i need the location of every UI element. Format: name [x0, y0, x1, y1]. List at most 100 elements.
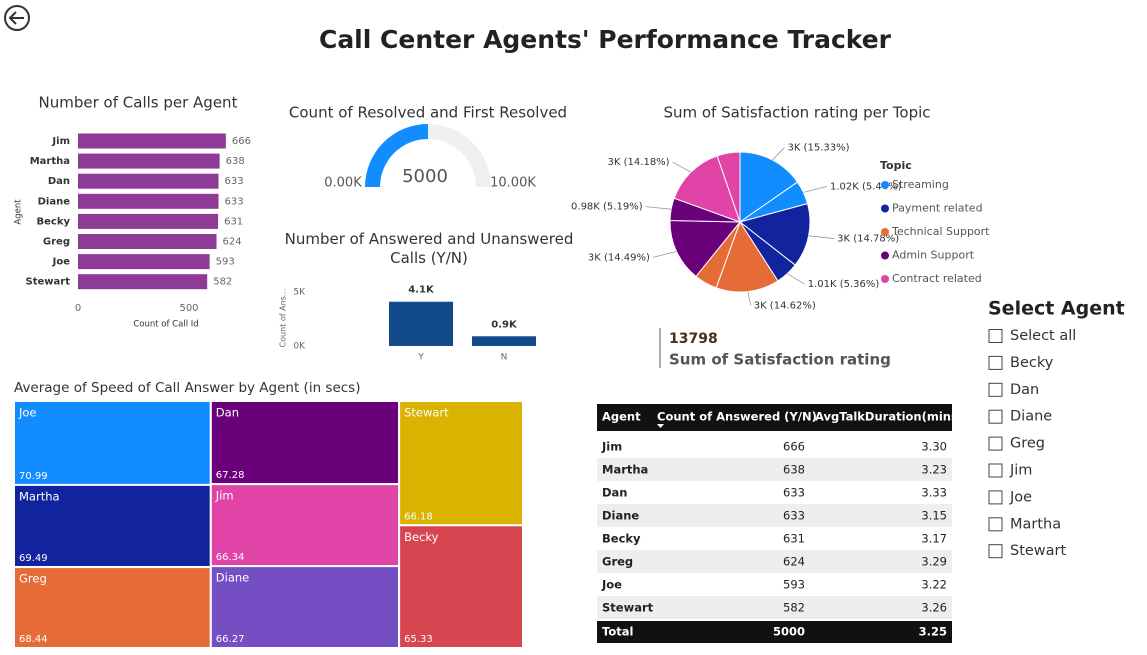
category-label: N — [501, 353, 508, 363]
slicer-label[interactable]: Select all — [1010, 328, 1076, 344]
chart-title: Average of Speed of Call Answer by Agent… — [14, 380, 360, 396]
y-tick-label: 0K — [293, 342, 306, 352]
tile-value: 66.34 — [216, 552, 245, 563]
slicer-item[interactable]: Joe — [988, 489, 1032, 505]
table-total: 5000 — [773, 625, 805, 639]
category-label: Becky — [36, 216, 70, 227]
table-cell: 666 — [783, 440, 805, 454]
y-tick-label: 5K — [293, 288, 306, 298]
leader-line — [786, 273, 805, 285]
data-label: 3K (14.78%) — [837, 234, 899, 245]
table-header: Count of Answered (Y/N) — [657, 410, 817, 424]
legend-label: Contract related — [892, 272, 982, 285]
data-label: 582 — [213, 277, 232, 288]
tile-label: Becky — [404, 530, 439, 544]
checkbox[interactable] — [988, 517, 1003, 532]
treemap-tile — [398, 524, 525, 649]
legend-swatch — [881, 228, 889, 236]
gauge-value: 5000 — [402, 166, 448, 187]
checkbox[interactable] — [988, 490, 1003, 505]
tile-value: 70.99 — [19, 471, 48, 482]
table-total-bg — [597, 621, 952, 643]
bar — [78, 193, 219, 209]
slicer-label[interactable]: Joe — [1009, 489, 1032, 505]
tile-label: Diane — [216, 571, 249, 585]
bar — [78, 213, 219, 229]
table-cell: 633 — [783, 509, 805, 523]
data-label: 0.98K (5.19%) — [571, 202, 643, 213]
card-value: 13798 — [669, 331, 718, 347]
checkbox[interactable] — [988, 409, 1003, 424]
legend-label: Payment related — [892, 202, 983, 215]
table-cell: 582 — [783, 601, 805, 615]
category-label: Martha — [30, 156, 70, 167]
tile-label: Stewart — [404, 406, 449, 420]
tile-value: 69.49 — [19, 553, 48, 564]
treemap-tile — [398, 400, 525, 527]
category-label: Diane — [38, 196, 71, 207]
table-cell: Jim — [601, 440, 622, 454]
data-label: 3K (14.62%) — [754, 300, 816, 311]
slicer-item[interactable]: Jim — [988, 463, 1032, 479]
tile-label: Joe — [18, 406, 37, 420]
table-cell: Dan — [602, 486, 628, 500]
table-cell: 3.29 — [921, 555, 947, 569]
table-cell: Stewart — [602, 601, 654, 615]
slicer-label[interactable]: Martha — [1010, 516, 1061, 532]
leader-line — [803, 186, 828, 193]
checkbox[interactable] — [988, 544, 1003, 559]
checkbox[interactable] — [988, 382, 1003, 397]
tile-label: Martha — [19, 489, 60, 503]
table-cell: Diane — [602, 509, 639, 523]
data-label: 633 — [225, 196, 244, 207]
pie-slice — [738, 203, 811, 266]
slicer-label[interactable]: Dan — [1010, 382, 1039, 398]
slicer-item[interactable]: Dan — [988, 382, 1039, 398]
slicer-label[interactable]: Diane — [1010, 409, 1052, 425]
leader-line — [672, 161, 692, 173]
data-label: 633 — [225, 176, 244, 187]
table-row-bg — [597, 596, 952, 619]
chart-title: Number of Answered and Unanswered Calls … — [284, 230, 574, 267]
slicer-label[interactable]: Greg — [1010, 436, 1045, 452]
x-axis-label: Count of Call Id — [133, 320, 198, 330]
slicer-item[interactable]: Stewart — [988, 543, 1067, 559]
checkbox[interactable] — [988, 355, 1003, 370]
table-cell: 593 — [783, 578, 805, 592]
checkbox[interactable] — [988, 436, 1003, 451]
x-tick-label: 0 — [75, 303, 81, 314]
slicer-label[interactable]: Jim — [1009, 463, 1032, 479]
page-title: Call Center Agents' Performance Tracker — [319, 25, 892, 54]
slicer-item[interactable]: Becky — [988, 355, 1054, 371]
legend-swatch — [881, 275, 889, 283]
legend-swatch — [881, 181, 889, 189]
slicer-item[interactable]: Greg — [988, 436, 1045, 452]
table-cell: 3.23 — [921, 463, 947, 477]
leader-line — [808, 235, 835, 239]
slicer-label[interactable]: Stewart — [1010, 543, 1067, 559]
category-label: Jim — [51, 136, 70, 147]
checkbox[interactable] — [988, 463, 1003, 478]
slicer-label[interactable]: Becky — [1010, 355, 1054, 371]
legend-label: Streaming — [892, 178, 949, 191]
gauge-min-label: 0.00K — [324, 176, 362, 191]
data-label: 3K (14.18%) — [608, 157, 670, 168]
table-cell: 633 — [783, 486, 805, 500]
checkbox[interactable] — [988, 329, 1003, 343]
gauge-fill — [365, 124, 428, 187]
y-axis-label: Count of Ans... — [279, 289, 288, 348]
slicer-item[interactable]: Martha — [988, 516, 1061, 532]
x-tick-label: 500 — [179, 303, 198, 314]
chart-title: Number of Calls per Agent — [39, 94, 238, 112]
table-header-bg — [597, 404, 952, 431]
table-cell: 3.33 — [921, 486, 947, 500]
table-cell: 3.26 — [921, 601, 947, 615]
slicer-item[interactable]: Diane — [988, 409, 1052, 425]
leader-line — [652, 251, 677, 258]
treemap-tile — [13, 483, 212, 569]
data-label: 624 — [223, 237, 242, 248]
data-label: 3K (15.33%) — [787, 143, 849, 154]
slicer-item[interactable]: Select all — [988, 328, 1076, 344]
back-button[interactable] — [4, 5, 30, 31]
tile-value: 65.33 — [404, 634, 433, 645]
